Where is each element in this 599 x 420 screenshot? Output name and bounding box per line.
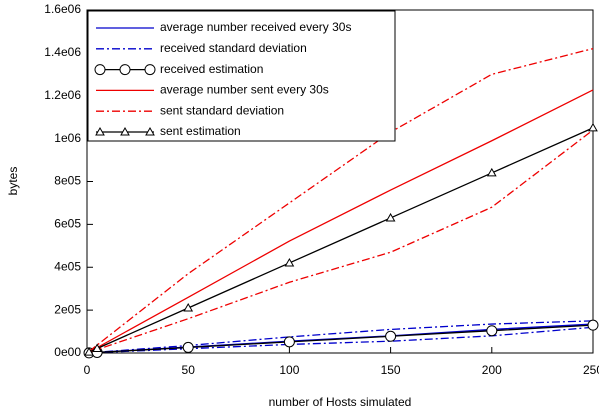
x-tick-label: 150 bbox=[381, 363, 401, 377]
legend-marker bbox=[94, 64, 106, 76]
x-tick-label: 200 bbox=[482, 363, 502, 377]
marker bbox=[92, 343, 102, 352]
x-tick-label: 250 bbox=[583, 363, 599, 377]
series-line bbox=[88, 129, 594, 353]
marker bbox=[486, 167, 497, 177]
marker bbox=[385, 330, 397, 342]
x-axis-label: number of Hosts simulated bbox=[269, 395, 412, 409]
series-line bbox=[88, 324, 594, 354]
marker bbox=[587, 319, 599, 331]
marker bbox=[84, 347, 94, 356]
marker bbox=[283, 336, 295, 348]
marker bbox=[284, 257, 295, 267]
x-tick-label: 100 bbox=[279, 363, 299, 377]
y-axis-label: bytes bbox=[6, 167, 20, 196]
legend-label: sent standard deviation bbox=[160, 103, 284, 117]
legend-label: average number received every 30s bbox=[160, 20, 351, 34]
y-tick-label: 1e06 bbox=[54, 131, 81, 145]
legend-label: received standard deviation bbox=[160, 41, 307, 55]
series-line bbox=[88, 127, 594, 353]
legend-marker bbox=[119, 64, 131, 76]
x-tick-label: 50 bbox=[182, 363, 196, 377]
legend-label: sent estimation bbox=[160, 124, 241, 138]
marker bbox=[486, 325, 498, 337]
marker bbox=[183, 302, 194, 312]
legend-box bbox=[87, 10, 396, 142]
x-tick-label: 0 bbox=[84, 363, 91, 377]
y-tick-label: 2e05 bbox=[54, 302, 81, 316]
y-tick-label: 1.6e06 bbox=[44, 2, 81, 16]
y-tick-label: 4e05 bbox=[54, 259, 81, 273]
legend-label: average number sent every 30s bbox=[160, 83, 329, 97]
marker bbox=[182, 341, 194, 353]
y-tick-label: 0e00 bbox=[54, 345, 81, 359]
legend-marker bbox=[120, 126, 130, 136]
legend-marker bbox=[145, 126, 155, 136]
y-tick-label: 1.2e06 bbox=[44, 88, 81, 102]
legend-marker bbox=[144, 64, 156, 76]
legend-label: received estimation bbox=[160, 62, 263, 76]
y-tick-label: 6e05 bbox=[54, 217, 81, 231]
marker bbox=[385, 212, 396, 222]
y-tick-label: 1.4e06 bbox=[44, 45, 81, 59]
legend-marker bbox=[95, 126, 105, 136]
series-line bbox=[88, 320, 594, 354]
y-tick-label: 8e05 bbox=[54, 174, 81, 188]
marker bbox=[588, 122, 598, 132]
